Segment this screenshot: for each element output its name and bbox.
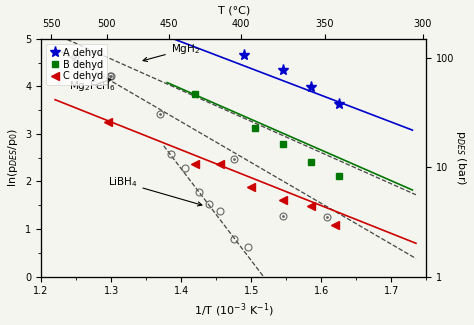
X-axis label: T (°C): T (°C) bbox=[218, 6, 250, 16]
Text: Mg$_2$FeH$_6$: Mg$_2$FeH$_6$ bbox=[69, 79, 116, 93]
Text: MgH$_2$: MgH$_2$ bbox=[143, 42, 200, 61]
X-axis label: 1/T (10$^{-3}$ K$^{-1}$): 1/T (10$^{-3}$ K$^{-1}$) bbox=[194, 302, 273, 319]
Text: LiBH$_4$: LiBH$_4$ bbox=[108, 175, 202, 206]
Y-axis label: p$_{DES}$ (bar): p$_{DES}$ (bar) bbox=[455, 130, 468, 185]
Legend: A dehyd, B dehyd, C dehyd: A dehyd, B dehyd, C dehyd bbox=[46, 44, 108, 85]
Y-axis label: ln(p$_{DES}$/p$_0$): ln(p$_{DES}$/p$_0$) bbox=[6, 128, 19, 188]
